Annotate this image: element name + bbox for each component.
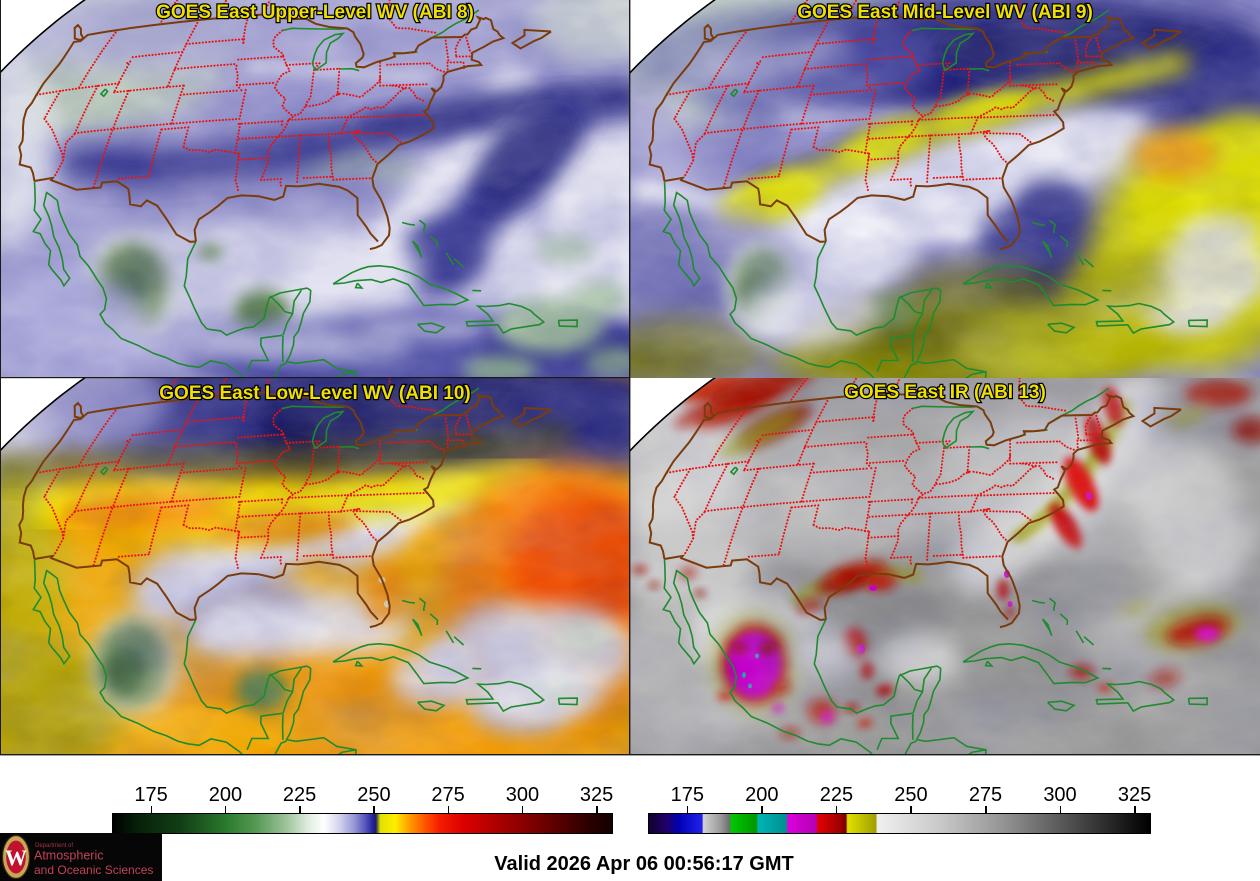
svg-text:Atmospheric: Atmospheric <box>34 849 103 863</box>
svg-text:GOES East Low-Level WV (ABI 10: GOES East Low-Level WV (ABI 10) <box>159 383 470 404</box>
svg-text:W: W <box>5 845 27 870</box>
svg-text:Department of: Department of <box>35 843 73 849</box>
svg-text:GOES East IR (ABI 13): GOES East IR (ABI 13) <box>844 382 1046 403</box>
svg-text:and Oceanic Sciences: and Oceanic Sciences <box>34 863 153 877</box>
svg-text:GOES East Mid-Level WV (ABI 9): GOES East Mid-Level WV (ABI 9) <box>797 2 1093 23</box>
svg-text:GOES East Upper-Level WV (ABI: GOES East Upper-Level WV (ABI 8) <box>156 2 474 23</box>
